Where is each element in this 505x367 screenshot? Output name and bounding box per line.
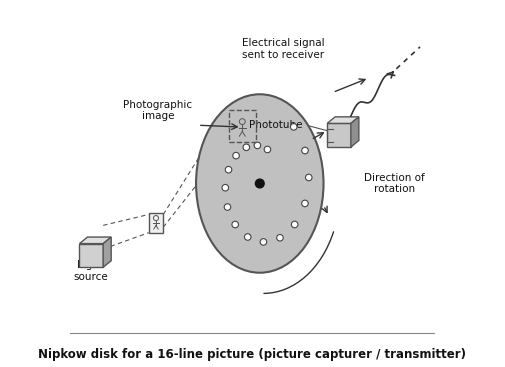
Circle shape: [243, 144, 249, 150]
Ellipse shape: [196, 94, 324, 273]
Circle shape: [225, 166, 232, 173]
Text: Nipkow disk for a 16-line picture (picture capturer / transmitter): Nipkow disk for a 16-line picture (pictu…: [38, 348, 467, 361]
Circle shape: [260, 239, 267, 245]
Circle shape: [224, 204, 231, 210]
Circle shape: [290, 124, 297, 130]
Polygon shape: [148, 212, 163, 233]
Circle shape: [232, 221, 238, 228]
Polygon shape: [351, 117, 359, 147]
Text: Electrical signal
sent to receiver: Electrical signal sent to receiver: [242, 38, 325, 59]
Circle shape: [254, 142, 261, 149]
Circle shape: [277, 235, 283, 241]
Polygon shape: [79, 237, 111, 244]
Circle shape: [264, 146, 271, 153]
Polygon shape: [327, 123, 351, 147]
Circle shape: [256, 179, 264, 188]
Text: Photographic
image: Photographic image: [123, 100, 192, 121]
Circle shape: [306, 174, 312, 181]
Polygon shape: [103, 237, 111, 267]
Text: Light
source: Light source: [73, 260, 108, 282]
Circle shape: [301, 200, 308, 207]
Circle shape: [291, 221, 298, 228]
Circle shape: [233, 152, 239, 159]
Text: Phototube: Phototube: [249, 120, 303, 130]
Polygon shape: [327, 117, 359, 123]
Circle shape: [301, 147, 308, 154]
Circle shape: [244, 234, 251, 240]
Circle shape: [222, 185, 229, 191]
Polygon shape: [79, 244, 103, 267]
Text: Direction of
rotation: Direction of rotation: [364, 173, 425, 194]
